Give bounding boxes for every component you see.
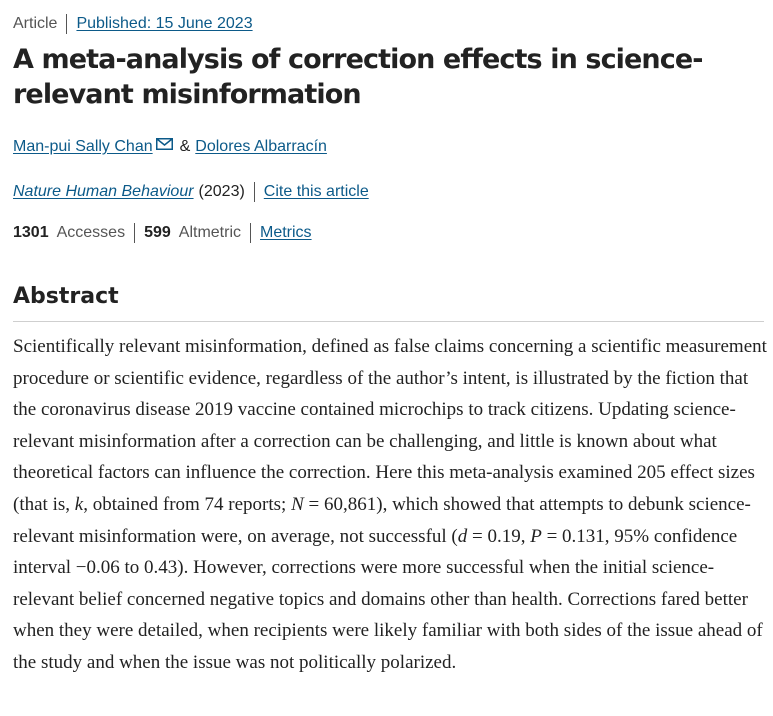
metrics-separator-1 — [134, 223, 136, 243]
abstract-text-part: , obtained from 74 reports; — [83, 493, 292, 515]
email-icon[interactable] — [155, 138, 173, 150]
article-type: Article — [13, 15, 58, 32]
cite-article-link[interactable]: Cite this article — [263, 183, 369, 200]
abstract-text-part: = 0.131, 95% confidence interval −0.06 t… — [13, 525, 763, 673]
meta-separator — [66, 14, 68, 34]
abstract-text-part: Scientifically relevant misinformation, … — [13, 336, 767, 515]
accesses-count: 1301 — [13, 224, 49, 241]
journal-separator — [253, 182, 255, 202]
published-date-link[interactable]: Published: 15 June 2023 — [76, 15, 253, 32]
journal-line: Nature Human Behaviour (2023) Cite this … — [13, 181, 369, 203]
abstract-d-symbol: d — [457, 525, 468, 547]
altmetric-score: 599 — [144, 224, 171, 241]
author-link-albarracin[interactable]: Dolores Albarracín — [195, 138, 327, 155]
accesses-label: Accesses — [56, 224, 126, 241]
abstract-k-symbol: k — [74, 493, 84, 515]
section-divider — [13, 321, 764, 322]
metrics-line: 1301 Accesses 599 Altmetric Metrics — [13, 222, 312, 244]
metrics-separator-2 — [250, 223, 251, 243]
abstract-heading: Abstract — [13, 284, 119, 309]
author-separator: & — [179, 138, 191, 155]
publication-year: (2023) — [198, 183, 245, 200]
article-meta-line: Article Published: 15 June 2023 — [13, 13, 253, 35]
altmetric-label: Altmetric — [178, 224, 241, 241]
journal-link[interactable]: Nature Human Behaviour — [13, 183, 194, 200]
metrics-link[interactable]: Metrics — [260, 224, 312, 241]
article-title: A meta-analysis of correction effects in… — [13, 44, 703, 110]
author-link-chan[interactable]: Man-pui Sally Chan — [13, 138, 153, 155]
author-list: Man-pui Sally Chan & Dolores Albarracín — [13, 136, 327, 158]
abstract-text: Scientifically relevant misinformation, … — [13, 331, 771, 679]
abstract-text-part: = 60,861), which showed that attempts to… — [13, 493, 751, 547]
abstract-text-part: = 0.19, — [467, 525, 531, 547]
abstract-p-symbol: P — [530, 525, 542, 547]
abstract-n-symbol: N — [291, 493, 304, 515]
